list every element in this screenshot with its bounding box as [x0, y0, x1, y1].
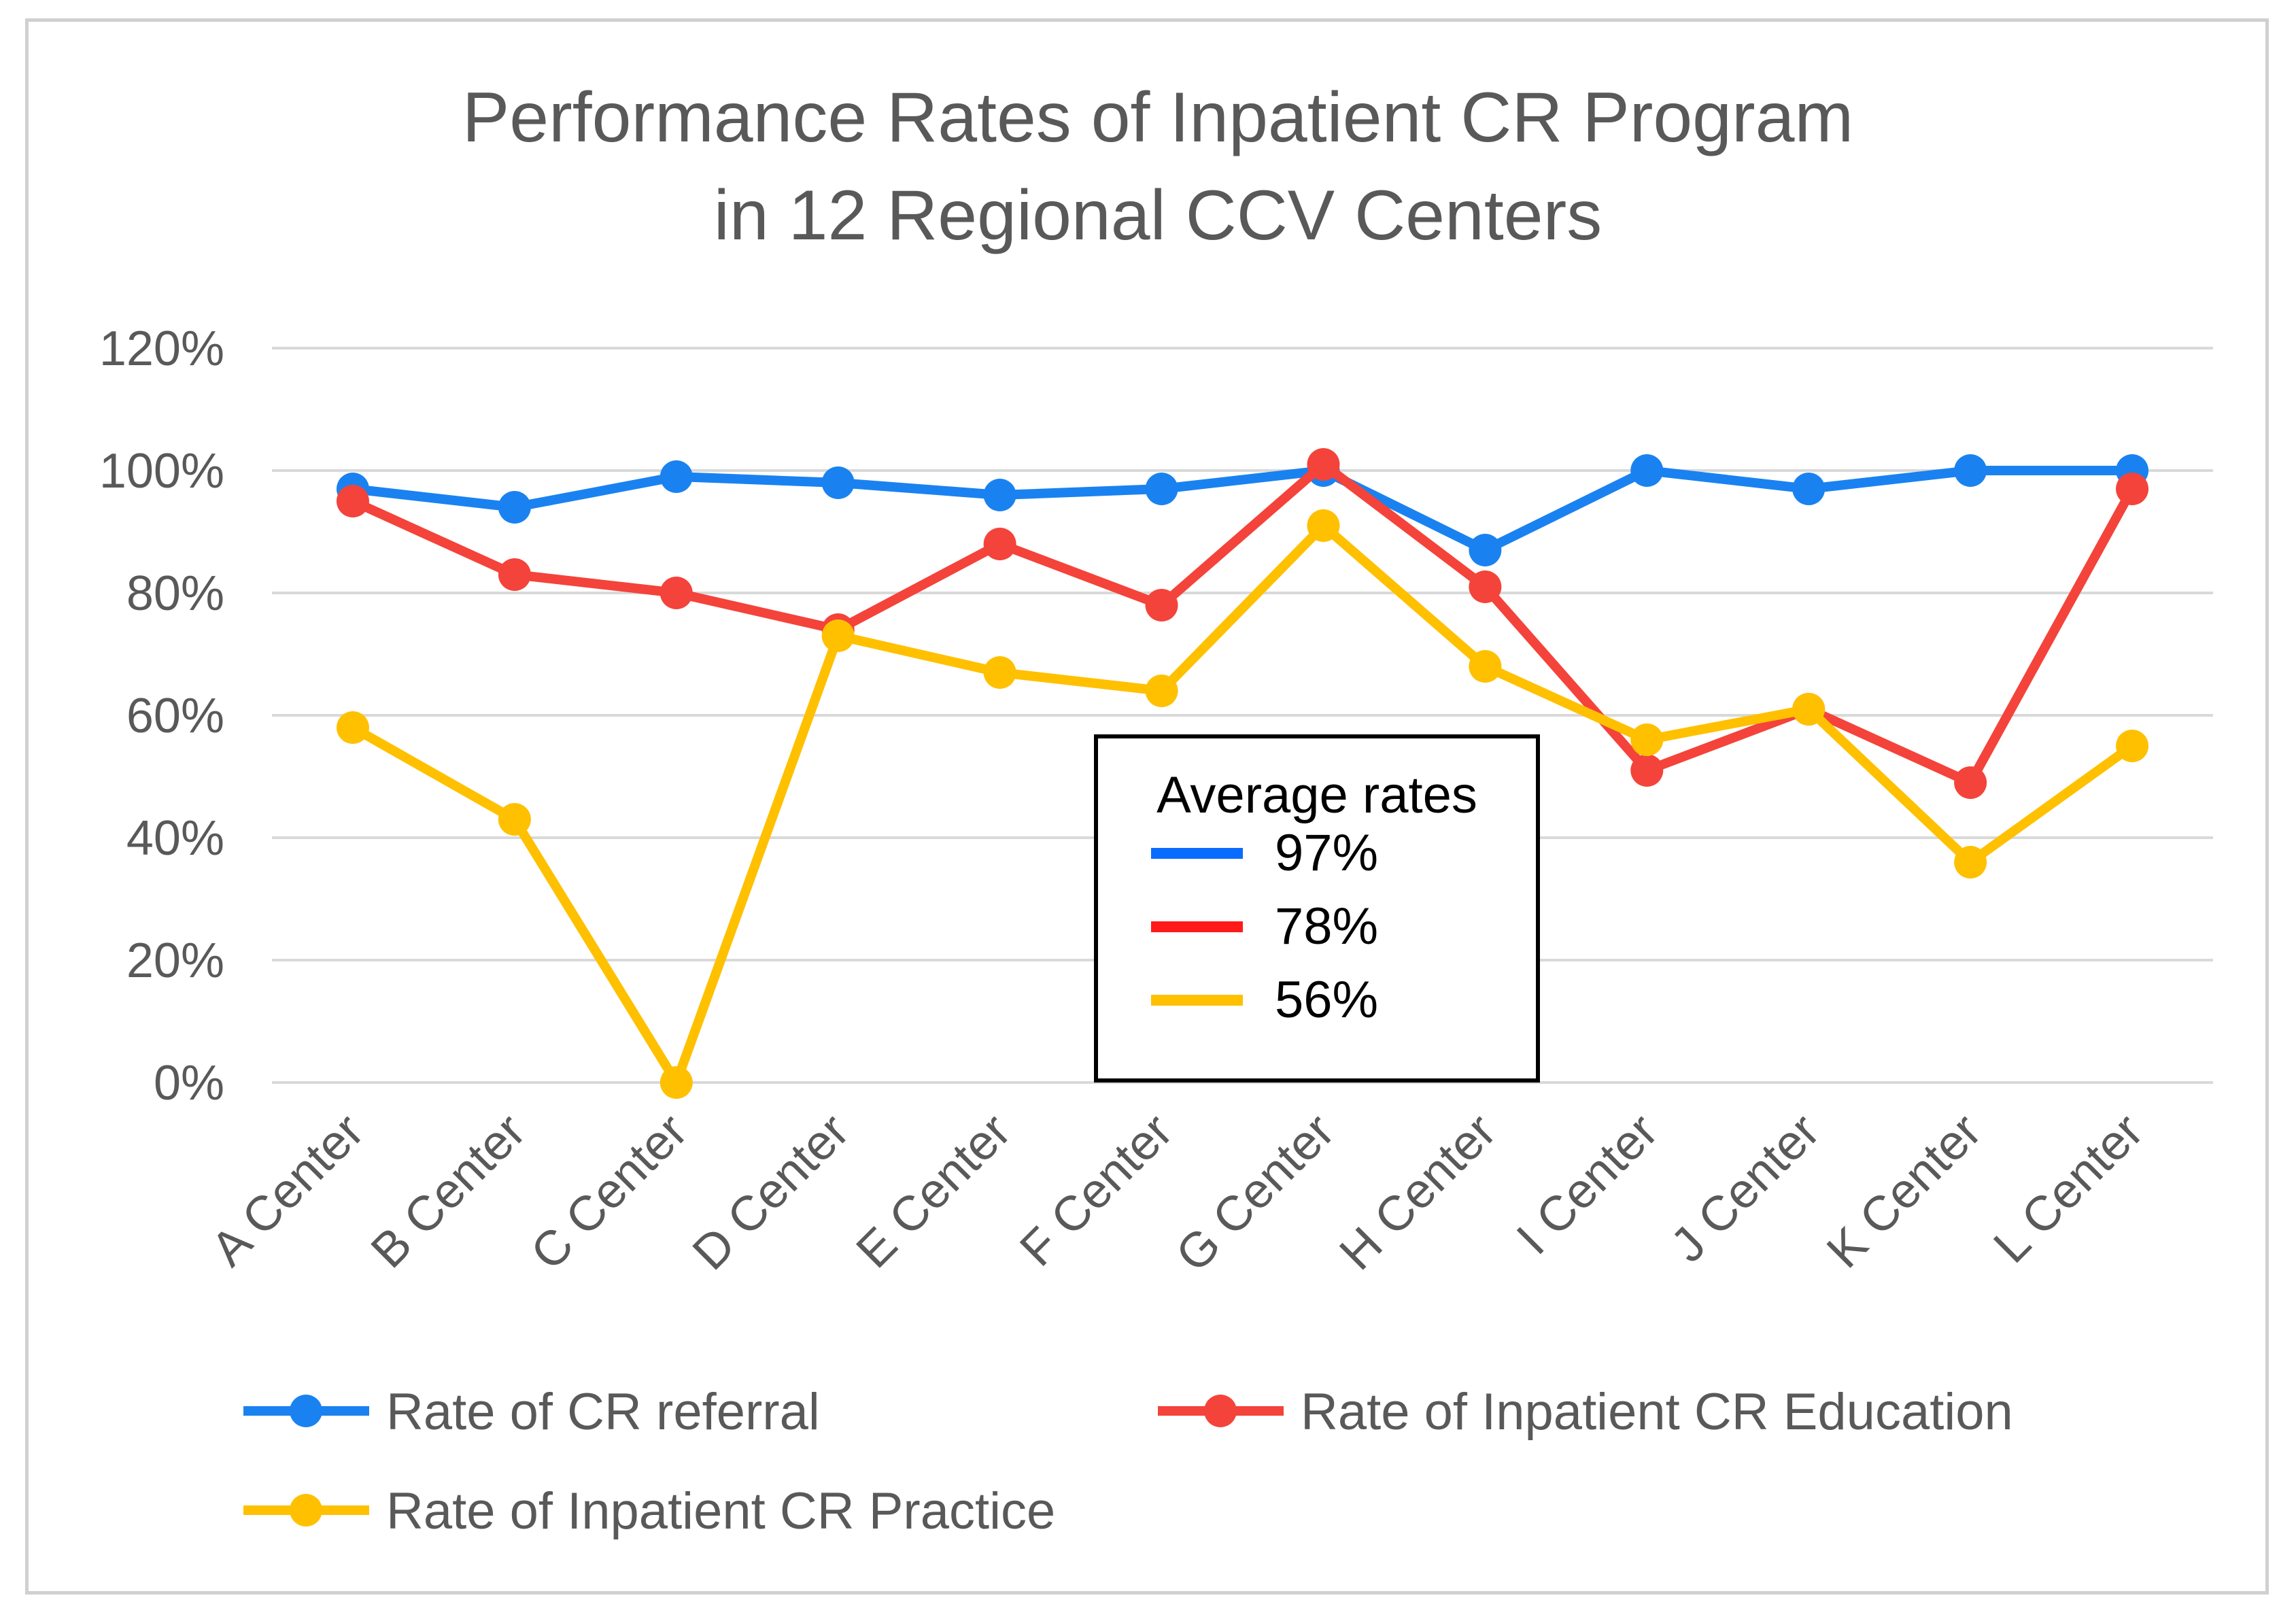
y-tick-label: 40%: [126, 811, 224, 866]
data-point: [983, 528, 1016, 560]
data-point: [336, 485, 369, 517]
data-point: [983, 656, 1016, 689]
data-point: [1145, 589, 1178, 621]
data-point: [1954, 766, 1987, 799]
data-point: [2116, 473, 2149, 505]
legend-label: Rate of CR referral: [386, 1383, 820, 1441]
average-rate-value: 56%: [1275, 971, 1378, 1029]
legend: Rate of CR referral Rate of Inpatient CR …: [243, 1383, 2013, 1540]
data-point: [1307, 448, 1340, 481]
legend-item: Rate of Inpatient CR Practice: [243, 1482, 1055, 1540]
average-rates-entries: 97% 78% 56%: [1151, 824, 1378, 1029]
data-point: [659, 577, 693, 609]
legend-item: Rate of Inpatient CR Education: [1158, 1383, 2013, 1441]
data-point: [1630, 454, 1664, 487]
data-point: [1469, 650, 1502, 683]
data-point: [498, 803, 531, 836]
data-point: [336, 711, 369, 744]
data-point: [983, 479, 1016, 511]
x-tick-label: I Center: [1507, 1104, 1668, 1265]
data-point: [1954, 846, 1987, 879]
x-tick-label: A Center: [201, 1104, 375, 1277]
legend-marker: [290, 1395, 322, 1427]
x-tick-label: H Center: [1329, 1104, 1506, 1280]
y-tick-label: 20%: [126, 934, 224, 988]
y-axis-ticks: 0% 20% 40% 60% 80% 100% 120%: [99, 322, 224, 1110]
data-point: [659, 460, 693, 493]
legend-marker: [290, 1494, 322, 1527]
data-point: [1469, 534, 1502, 566]
average-rate-value: 78%: [1275, 898, 1378, 955]
data-point: [1630, 754, 1664, 787]
data-point: [1630, 723, 1664, 756]
x-tick-label: B Center: [361, 1104, 536, 1278]
legend-item: Rate of CR referral: [243, 1383, 820, 1441]
x-tick-label: L Center: [1983, 1104, 2153, 1274]
average-rates-title: Average rates: [1156, 766, 1477, 824]
data-point: [498, 558, 531, 591]
series-2: [336, 448, 2149, 799]
y-tick-label: 60%: [126, 689, 224, 743]
x-tick-label: D Center: [683, 1104, 859, 1280]
average-rates-box: Average rates 97% 78% 56%: [1094, 734, 1540, 1083]
gridlines: [272, 347, 2213, 1084]
data-point: [821, 619, 855, 652]
data-point: [1954, 454, 1987, 487]
y-tick-label: 0%: [154, 1056, 224, 1110]
data-point: [1792, 473, 1826, 505]
data-point: [1145, 675, 1178, 707]
x-tick-label: J Center: [1661, 1104, 1830, 1273]
y-tick-label: 100%: [99, 444, 224, 498]
legend-label: Rate of Inpatient CR Education: [1301, 1383, 2013, 1441]
data-point: [1792, 693, 1826, 726]
series-line: [347, 460, 2138, 787]
legend-label: Rate of Inpatient CR Practice: [386, 1482, 1055, 1540]
average-rate-value: 97%: [1275, 824, 1378, 882]
x-tick-label: K Center: [1817, 1104, 1991, 1278]
series-line: [347, 521, 2138, 1087]
x-tick-label: C Center: [521, 1104, 698, 1280]
data-point: [1307, 509, 1340, 542]
data-point: [821, 466, 855, 499]
legend-marker: [1204, 1395, 1237, 1427]
data-point: [1469, 570, 1502, 603]
series-3: [336, 509, 2149, 1099]
chart-title-line-2: in 12 Regional CCV Centers: [714, 176, 1602, 255]
data-point: [659, 1066, 693, 1099]
x-tick-label: G Center: [1166, 1104, 1345, 1282]
chart-title-line-1: Performance Rates of Inpatient CR Progra…: [462, 78, 1853, 157]
data-point: [2116, 730, 2149, 762]
series-lines: [336, 448, 2149, 1099]
y-tick-label: 120%: [99, 322, 224, 376]
data-point: [1145, 473, 1178, 505]
series-line: [347, 466, 2138, 555]
chart-title: Performance Rates of Inpatient CR Progra…: [462, 78, 1853, 255]
x-tick-label: E Center: [846, 1104, 1021, 1278]
average-rates-border: [1094, 734, 1540, 1083]
data-point: [498, 491, 531, 524]
x-tick-label: F Center: [1010, 1104, 1183, 1277]
y-tick-label: 80%: [126, 566, 224, 621]
